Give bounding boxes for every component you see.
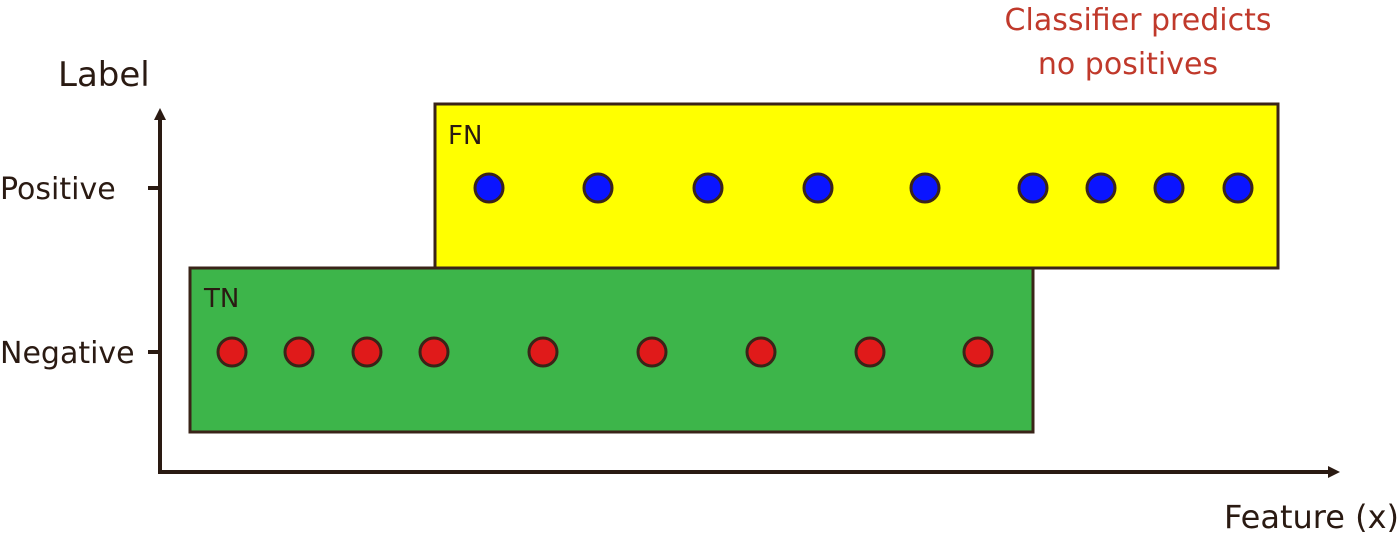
x-axis-title: Feature (x) <box>1224 498 1399 536</box>
negative-point-2 <box>283 336 315 368</box>
tn-region-label: TN <box>203 284 239 314</box>
fn-region-label: FN <box>448 121 482 151</box>
positive-points <box>473 172 1254 204</box>
positive-point-1 <box>473 172 505 204</box>
negative-point-1 <box>216 336 248 368</box>
y-tick-label-positive: Positive <box>0 172 116 207</box>
positive-point-2 <box>582 172 614 204</box>
y-axis-title: Label <box>58 55 150 95</box>
y-tick-label-negative: Negative <box>0 336 135 371</box>
positive-point-9 <box>1222 172 1254 204</box>
negative-point-7 <box>745 336 777 368</box>
negative-point-9 <box>962 336 994 368</box>
annotation-line-1: Classifier predicts <box>1005 3 1272 38</box>
positive-point-8 <box>1153 172 1185 204</box>
tn-region <box>188 266 1035 434</box>
negative-points <box>216 336 994 368</box>
positive-point-7 <box>1085 172 1117 204</box>
annotation-line-2: no positives <box>1038 47 1218 82</box>
positive-point-3 <box>692 172 724 204</box>
negative-point-4 <box>418 336 450 368</box>
negative-point-3 <box>351 336 383 368</box>
negative-point-5 <box>527 336 559 368</box>
positive-point-4 <box>802 172 834 204</box>
fn-region <box>433 102 1280 270</box>
positive-point-6 <box>1017 172 1049 204</box>
negative-point-8 <box>854 336 886 368</box>
negative-point-6 <box>636 336 668 368</box>
positive-point-5 <box>909 172 941 204</box>
